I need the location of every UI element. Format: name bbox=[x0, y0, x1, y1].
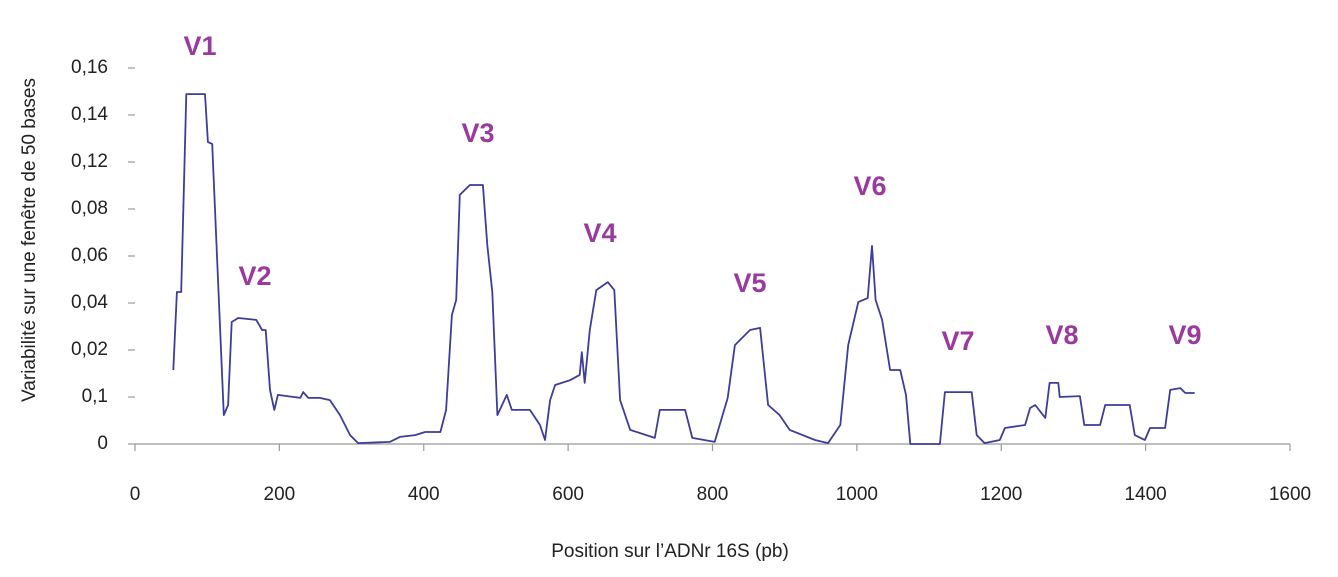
x-tick-label: 400 bbox=[408, 484, 440, 505]
x-tick-label: 800 bbox=[697, 484, 729, 505]
region-label: V6 bbox=[853, 171, 886, 201]
region-label: V5 bbox=[733, 268, 766, 298]
region-label: V4 bbox=[583, 218, 616, 248]
x-tick-label: 200 bbox=[264, 484, 296, 505]
data-line bbox=[172, 93, 1195, 445]
x-tick-label: 1200 bbox=[980, 484, 1022, 505]
y-tick-label: 0,1 bbox=[82, 386, 108, 407]
region-label: V3 bbox=[461, 118, 494, 148]
y-tick-label: 0,08 bbox=[71, 198, 108, 219]
y-tick-label: 0,02 bbox=[71, 339, 108, 360]
y-tick-label: 0,14 bbox=[71, 104, 108, 125]
region-label: V1 bbox=[183, 31, 216, 61]
region-label: V9 bbox=[1168, 320, 1201, 350]
y-axis-label: Variabilité sur une fenêtre de 50 bases bbox=[19, 78, 40, 402]
region-label: V7 bbox=[941, 326, 974, 356]
region-label: V8 bbox=[1045, 320, 1078, 350]
y-tick-label: 0 bbox=[97, 433, 108, 454]
y-tick-label: 0,16 bbox=[71, 57, 108, 78]
x-axis-label: Position sur l’ADNr 16S (pb) bbox=[551, 541, 789, 562]
x-tick-label: 600 bbox=[552, 484, 584, 505]
region-label: V2 bbox=[238, 261, 271, 291]
x-tick-label: 1400 bbox=[1124, 484, 1166, 505]
y-tick-label: 0,06 bbox=[71, 245, 108, 266]
x-tick-label: 1000 bbox=[836, 484, 878, 505]
x-tick-label: 0 bbox=[130, 484, 141, 505]
y-tick-label: 0,12 bbox=[71, 151, 108, 172]
y-tick-label: 0,04 bbox=[71, 292, 108, 313]
x-tick-label: 1600 bbox=[1269, 484, 1311, 505]
